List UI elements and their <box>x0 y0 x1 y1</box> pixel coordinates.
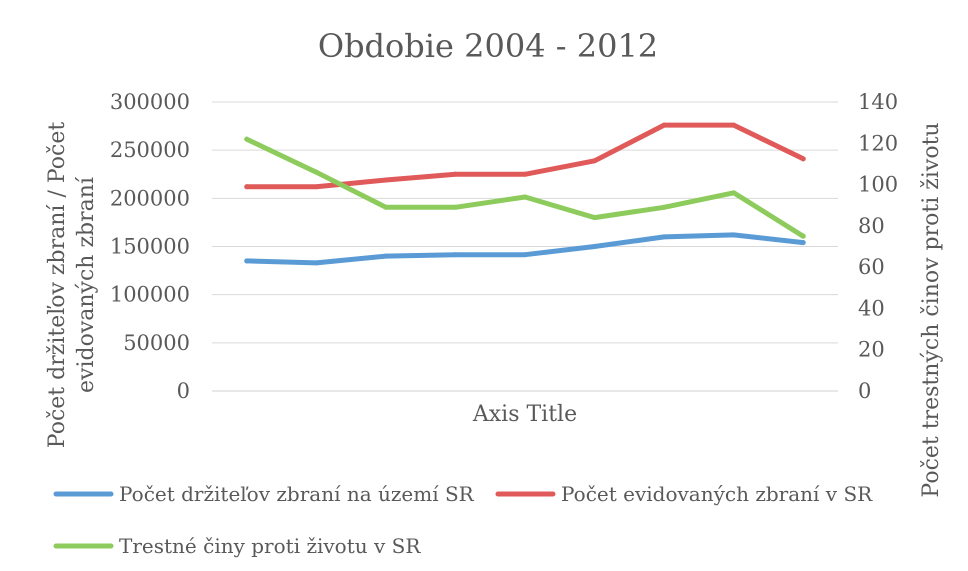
left-tick-label: 250000 <box>110 138 190 162</box>
left-axis-ticks: 0 50000 100000 150000 200000 250000 300000 <box>110 90 190 403</box>
left-tick-label: 150000 <box>110 235 190 259</box>
series-3-point <box>592 215 598 221</box>
series-2-point <box>661 122 667 128</box>
series-2-point <box>800 156 806 162</box>
right-tick-label: 140 <box>858 90 898 114</box>
series-2-point <box>522 171 528 177</box>
series-2-point <box>731 122 737 128</box>
series-2-point <box>452 171 458 177</box>
series-1-point <box>383 253 389 259</box>
series-3-point <box>661 204 667 210</box>
right-tick-label: 40 <box>858 296 885 320</box>
right-tick-label: 120 <box>858 131 898 155</box>
left-axis-title: Počet držiteľov zbraní / Počet evidovaný… <box>45 122 99 449</box>
gridlines <box>212 101 838 392</box>
right-tick-label: 100 <box>858 173 898 197</box>
series-2-point <box>244 184 250 190</box>
left-axis-title-line-1: Počet držiteľov zbraní / Počet <box>45 122 70 449</box>
left-tick-label: 100000 <box>110 283 190 307</box>
legend-label-3: Trestné činy proti životu v SR <box>119 534 421 558</box>
left-tick-label: 200000 <box>110 186 190 210</box>
series-1-point <box>452 252 458 258</box>
series-2-point <box>383 177 389 183</box>
left-tick-label: 300000 <box>110 90 190 114</box>
series-1-point <box>244 258 250 264</box>
series-3-point <box>383 204 389 210</box>
series-3-point <box>731 190 737 196</box>
chart-title: Obdobie 2004 - 2012 <box>318 27 658 65</box>
series-2-point <box>592 158 598 164</box>
series-1-point <box>592 244 598 249</box>
series-1-point <box>313 260 319 266</box>
right-axis-title: Počet trestných činov proti životu <box>919 122 944 497</box>
left-axis-title-line-2: evidovaných zbraní <box>74 176 99 393</box>
right-tick-label: 60 <box>858 255 885 279</box>
right-axis-ticks: 0 20 40 60 80 100 120 140 <box>858 90 898 403</box>
series-1-point <box>522 252 528 258</box>
x-axis-title: Axis Title <box>472 402 577 427</box>
series-1-point <box>800 240 806 246</box>
series-3-point <box>452 204 458 210</box>
series-3-point <box>244 136 250 142</box>
series-1-point <box>731 232 737 238</box>
series-lines <box>244 122 806 266</box>
series-3-point <box>313 169 319 175</box>
right-tick-label: 20 <box>858 338 885 362</box>
legend-label-1: Počet držiteľov zbraní na území SR <box>119 482 475 506</box>
right-tick-label: 0 <box>858 379 871 403</box>
series-line-1 <box>244 232 806 266</box>
series-2-point <box>313 184 319 190</box>
series-3-point <box>800 233 806 239</box>
legend-label-2: Počet evidovaných zbraní v SR <box>561 482 873 506</box>
legend: Počet držiteľov zbraní na území SR Počet … <box>53 482 873 558</box>
series-3-point <box>522 194 528 200</box>
right-tick-label: 80 <box>858 214 885 238</box>
left-tick-label: 0 <box>177 379 190 403</box>
series-1-point <box>661 234 667 240</box>
left-tick-label: 50000 <box>123 331 190 355</box>
